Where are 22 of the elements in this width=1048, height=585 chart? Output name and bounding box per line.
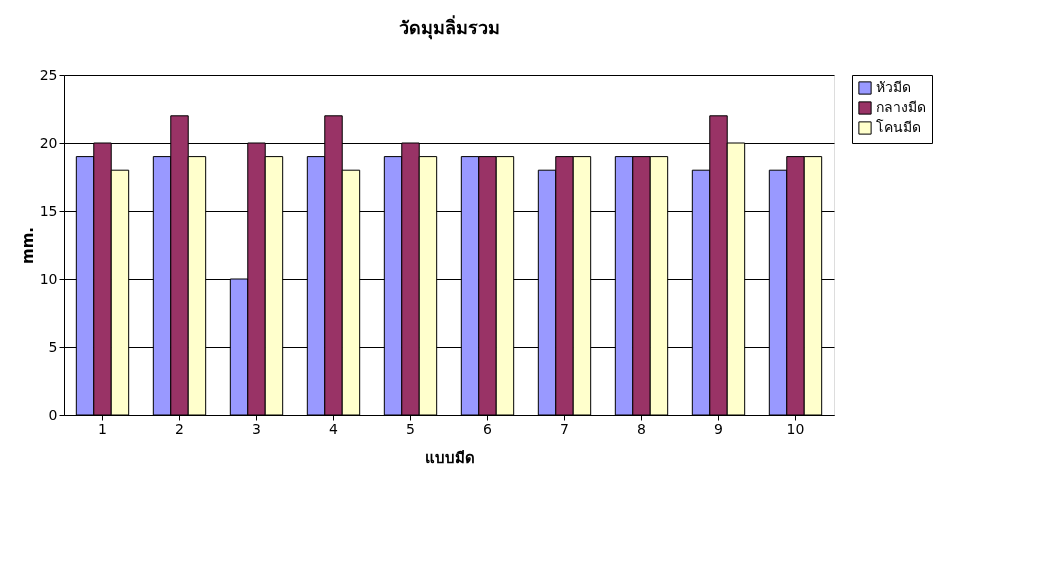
x-tick-label: 7 <box>560 420 569 437</box>
legend-label: กลางมีด <box>876 99 926 115</box>
y-tick-label: 20 <box>39 134 58 151</box>
y-tick-label: 5 <box>48 338 58 355</box>
x-tick-label: 8 <box>637 420 646 437</box>
legend-label: โคนมีด <box>876 119 921 135</box>
x-axis-title: แบบมีด <box>424 448 475 467</box>
x-tick-label: 10 <box>786 420 805 437</box>
y-tick-label: 10 <box>39 270 58 287</box>
x-tick-label: 2 <box>175 420 184 437</box>
x-tick-label: 4 <box>329 420 339 437</box>
x-tick-label: 1 <box>98 420 107 437</box>
x-tick-label: 5 <box>406 420 415 437</box>
y-tick-label: 0 <box>48 406 58 423</box>
y-axis-title: mm. <box>18 227 37 264</box>
y-tick-label: 15 <box>39 202 58 219</box>
chart-title: วัดมุมลิ่มรวม <box>398 15 500 40</box>
y-tick-label: 25 <box>39 66 58 83</box>
x-tick-label: 9 <box>714 420 723 437</box>
x-tick-label: 3 <box>252 420 261 437</box>
x-tick-label: 6 <box>483 420 493 437</box>
legend-label: หัวมีด <box>876 79 911 95</box>
